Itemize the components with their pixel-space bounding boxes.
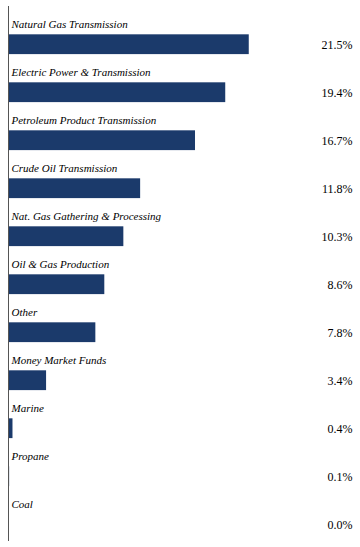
- svg-text:21.5%: 21.5%: [322, 38, 353, 52]
- svg-text:Oil & Gas Production: Oil & Gas Production: [12, 258, 110, 270]
- svg-text:Other: Other: [12, 306, 38, 318]
- svg-text:16.7%: 16.7%: [322, 134, 353, 148]
- svg-text:11.8%: 11.8%: [322, 182, 353, 196]
- svg-text:Marine: Marine: [11, 402, 45, 414]
- svg-text:7.8%: 7.8%: [328, 326, 353, 340]
- svg-text:0.1%: 0.1%: [328, 470, 353, 484]
- svg-text:10.3%: 10.3%: [322, 230, 353, 244]
- svg-text:Coal: Coal: [12, 498, 33, 510]
- svg-text:Money Market Funds: Money Market Funds: [11, 354, 107, 366]
- svg-text:Natural Gas Transmission: Natural Gas Transmission: [11, 18, 129, 30]
- svg-text:0.4%: 0.4%: [328, 422, 353, 436]
- svg-text:0.0%: 0.0%: [328, 518, 353, 532]
- svg-text:Nat. Gas Gathering & Processin: Nat. Gas Gathering & Processing: [11, 210, 162, 222]
- svg-text:Propane: Propane: [11, 450, 50, 462]
- svg-text:Petroleum Product Transmission: Petroleum Product Transmission: [11, 114, 157, 126]
- svg-text:19.4%: 19.4%: [322, 86, 353, 100]
- svg-text:Electric Power & Transmission: Electric Power & Transmission: [11, 66, 152, 78]
- svg-text:Crude Oil Transmission: Crude Oil Transmission: [12, 162, 118, 174]
- svg-text:3.4%: 3.4%: [328, 374, 353, 388]
- svg-text:8.6%: 8.6%: [328, 278, 353, 292]
